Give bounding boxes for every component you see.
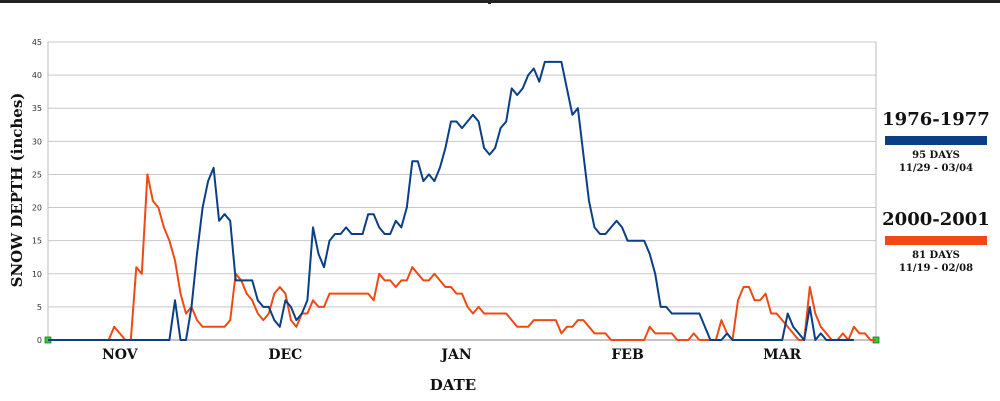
series-line-2000-2001	[48, 173, 876, 341]
legend-series-name: 2000-2001	[882, 209, 990, 230]
series-line-1976-1977	[48, 60, 854, 341]
x-tick-label-jan: JAN	[439, 347, 471, 363]
x-axis-label: DATE	[430, 376, 476, 394]
x-tick-label-mar: MAR	[763, 347, 801, 363]
legend-series-name: 1976-1977	[882, 109, 990, 130]
top-border-line	[0, 0, 1000, 3]
y-axis-tick-labels: 0 5 10 15 20 25 30 35 40 45	[32, 38, 42, 345]
legend-days: 95 DAYS	[912, 150, 960, 161]
y-tick-label: 40	[32, 71, 42, 80]
legend-entry-2000-2001: 2000-2001 81 DAYS 11/19 - 02/08	[871, 210, 1000, 275]
y-axis-label: SNOW DEPTH (inches)	[8, 93, 26, 288]
y-tick-label: 0	[37, 336, 42, 345]
y-tick-label: 30	[32, 137, 42, 146]
gridlines	[48, 41, 876, 308]
y-tick-label: 35	[32, 104, 42, 113]
legend-swatch	[885, 236, 987, 245]
x-tick-label-feb: FEB	[611, 347, 644, 363]
x-axis-tick-labels: NOV DEC JAN FEB MAR	[102, 347, 802, 363]
y-tick-label: 25	[32, 170, 42, 179]
x-tick-label-nov: NOV	[102, 347, 139, 363]
legend-swatch	[885, 136, 987, 145]
y-tick-label: 15	[32, 237, 42, 246]
legend-days: 81 DAYS	[912, 250, 960, 261]
top-border-tick	[488, 0, 491, 4]
y-tick-label: 20	[32, 204, 42, 213]
series-lines	[48, 60, 876, 341]
legend-range: 11/29 - 03/04	[898, 163, 974, 174]
y-tick-label: 5	[37, 303, 42, 312]
legend-entry-1976-1977: 1976-1977 95 DAYS 11/29 - 03/04	[871, 110, 1000, 175]
y-tick-label: 10	[32, 270, 42, 279]
y-tick-label: 45	[32, 38, 42, 47]
x-tick-label-dec: DEC	[268, 347, 302, 363]
legend-range: 11/19 - 02/08	[898, 263, 974, 274]
